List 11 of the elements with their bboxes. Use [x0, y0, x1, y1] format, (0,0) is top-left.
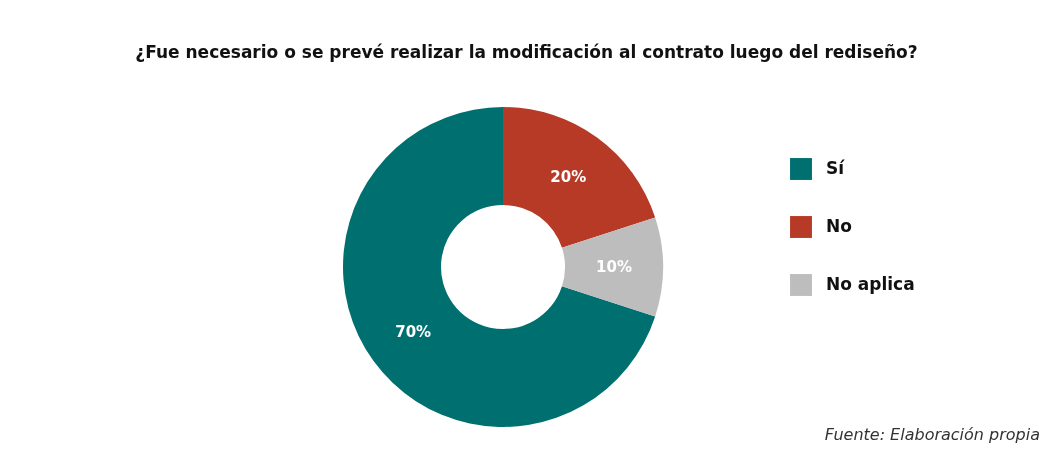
- data-label: 20%: [550, 168, 587, 187]
- donut-slice: [561, 217, 663, 317]
- source-note: Fuente: Elaboración propia: [824, 425, 1040, 444]
- data-label: 10%: [596, 258, 632, 276]
- legend-label: No: [826, 216, 852, 236]
- donut-slice: [503, 107, 656, 248]
- legend-label: Sí: [826, 158, 846, 178]
- donut-slice: [343, 107, 656, 427]
- legend-label: No aplica: [826, 274, 915, 294]
- data-label: 70%: [395, 323, 432, 342]
- chart-title: ¿Fue necesario o se prevé realizar la modificación al contrato luego del rediseño?: [135, 42, 918, 62]
